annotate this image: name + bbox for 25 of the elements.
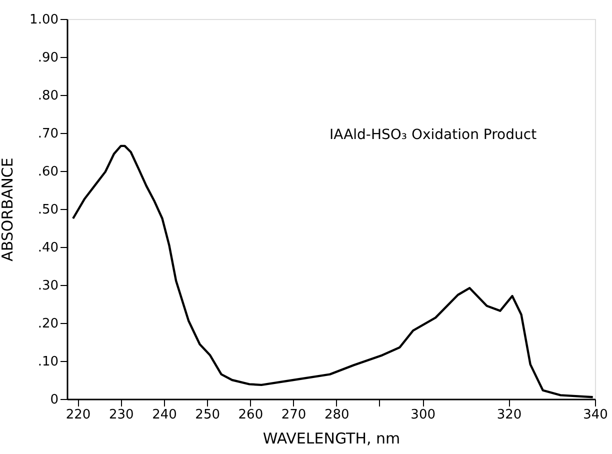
x-axis-title: WAVELENGTH, nm: [262, 430, 400, 448]
y-tick-label: .60: [38, 164, 58, 180]
annotation: IAAld-HSO₃ Oxidation Product: [329, 126, 538, 143]
y-tick-label: .30: [38, 278, 58, 294]
y-tick-label: .10: [38, 354, 58, 370]
x-tick-label: 320: [496, 408, 522, 422]
x-tick-label: 300: [410, 408, 436, 422]
x-tick-label: 220: [66, 408, 91, 422]
y-tick-label: .40: [38, 240, 58, 256]
y-tick-label: .20: [38, 316, 58, 332]
x-tick-label: 260: [238, 408, 264, 422]
y-tick-label: .70: [38, 126, 58, 142]
x-tick-label: 270: [281, 408, 306, 422]
x-tick-label: 230: [108, 408, 134, 422]
y-axis-title: ABSORBANCE: [0, 158, 17, 262]
y-tick-label: 0: [50, 392, 58, 408]
x-tick-label: 340: [583, 408, 608, 422]
y-tick-label: .80: [38, 88, 58, 104]
y-tick-label: .90: [38, 50, 58, 66]
y-tick-label: .50: [38, 202, 58, 218]
x-tick-label: 280: [324, 408, 350, 422]
y-tick-label: 1.00: [30, 12, 58, 28]
line-series: [72, 144, 594, 398]
x-tick-label: 240: [152, 408, 177, 422]
x-tick-label: 250: [195, 408, 220, 422]
